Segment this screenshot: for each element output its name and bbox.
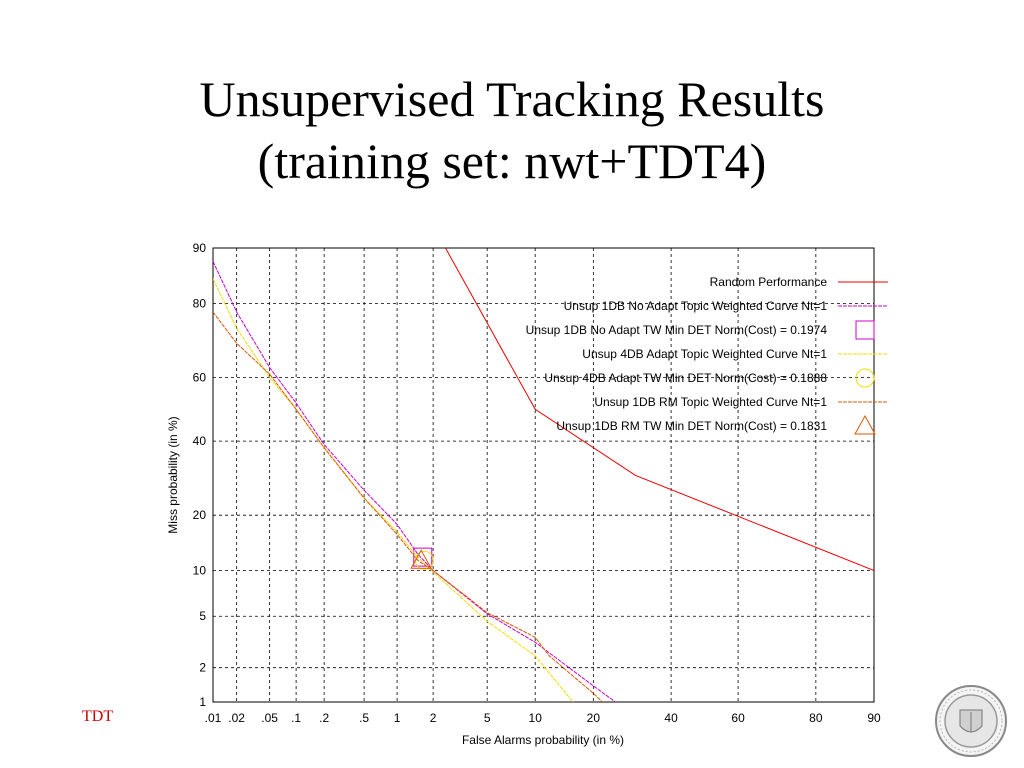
x-tick-label: .5 [359, 711, 369, 725]
x-tick-label: 40 [664, 711, 678, 725]
legend-marker-circle [855, 368, 875, 388]
y-tick-label: 5 [199, 609, 206, 623]
series-line-3 [213, 278, 574, 702]
y-tick-label: 60 [193, 370, 207, 384]
x-tick-label: 80 [809, 711, 823, 725]
legend-label: Unsup 1DB No Adapt Topic Weighted Curve … [564, 299, 828, 313]
x-tick-label: 10 [529, 711, 543, 725]
x-tick-label: 20 [587, 711, 601, 725]
legend-label: Random Performance [710, 275, 828, 289]
y-tick-label: 10 [193, 564, 207, 578]
legend-label: Unsup 4DB Adapt Topic Weighted Curve Nt=… [582, 347, 827, 361]
axis-ticks: .01 .02 .05 .1 .2 .5 1 2 5 10 20 40 60 80 90 1 2 5 10 20 40 6… [193, 241, 881, 725]
series-line-1 [213, 261, 616, 702]
x-tick-label: 5 [484, 711, 491, 725]
slide-title-line2: (training set: nwt+TDT4) [257, 133, 767, 189]
x-tick-label: .1 [291, 711, 301, 725]
grid-lines [213, 248, 874, 702]
series-marker-triangle [410, 549, 432, 569]
x-tick-label: 1 [394, 711, 401, 725]
x-axis-label: False Alarms probability (in %) [462, 733, 624, 747]
y-tick-label: 90 [193, 241, 207, 255]
y-tick-label: 1 [199, 695, 206, 709]
y-axis-label: Miss probability (in %) [166, 416, 180, 533]
x-tick-label: .2 [319, 711, 329, 725]
x-tick-label: 60 [731, 711, 745, 725]
legend: Random Performance Unsup 1DB No Adapt Top… [526, 275, 888, 435]
series-line-0 [445, 248, 874, 571]
legend-marker-square [855, 320, 875, 340]
y-tick-label: 20 [193, 508, 207, 522]
plot-frame [212, 247, 875, 703]
series-line-5 [213, 311, 603, 702]
y-tick-label: 40 [193, 434, 207, 448]
x-tick-label: .05 [261, 711, 278, 725]
x-tick-label: .01 [205, 711, 222, 725]
university-seal-logo [935, 685, 1007, 757]
x-tick-label: 90 [867, 711, 881, 725]
y-tick-label: 2 [199, 661, 206, 675]
legend-label: Unsup 1DB RM TW Min DET Norm(Cost) = 0.1… [556, 419, 827, 433]
y-tick-label: 80 [193, 296, 207, 310]
x-tick-label: 2 [430, 711, 437, 725]
legend-label: Unsup 1DB No Adapt TW Min DET Norm(Cost)… [526, 323, 828, 337]
footer-tdt-label: TDT [82, 708, 114, 725]
slide-title-line1: Unsupervised Tracking Results [199, 71, 825, 127]
slide-title: Unsupervised Tracking Results (training … [0, 68, 1024, 192]
legend-marker-triangle [854, 414, 876, 435]
series-group [213, 248, 874, 702]
x-tick-label: .02 [228, 711, 245, 725]
legend-label: Unsup 1DB RM Topic Weighted Curve Nt=1 [594, 395, 827, 409]
series-marker-square [413, 547, 433, 567]
legend-label: Unsup 4DB Adapt TW Min DET Norm(Cost) = … [544, 371, 827, 385]
